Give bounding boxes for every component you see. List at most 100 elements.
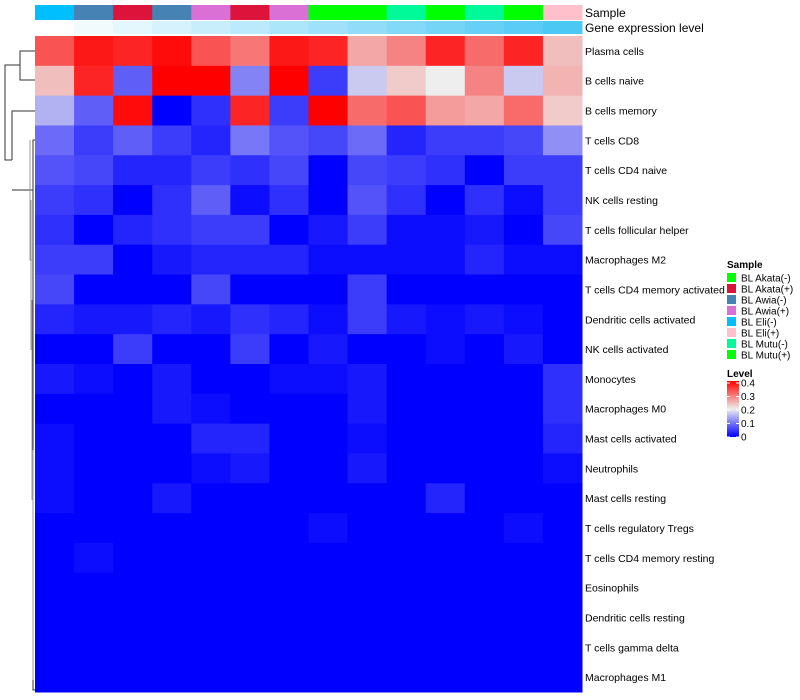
heatmap-cell — [308, 125, 349, 156]
heatmap-cell — [35, 602, 75, 633]
heatmap-cell — [74, 185, 114, 216]
heatmap-cell — [113, 453, 153, 484]
heatmap-cell — [464, 662, 505, 693]
heatmap-cell — [347, 185, 388, 216]
heatmap-cell — [308, 155, 349, 186]
heatmap-cell — [230, 125, 270, 156]
heatmap-cell — [503, 95, 544, 126]
heatmap-cell — [113, 632, 153, 663]
heatmap-cell — [269, 662, 309, 693]
heatmap-cell — [269, 274, 309, 305]
heatmap-cell — [191, 36, 231, 67]
heatmap-cell — [191, 274, 231, 305]
heatmap-cell — [425, 513, 466, 544]
heatmap-cell — [35, 662, 75, 693]
heatmap-cell — [35, 65, 75, 97]
heatmap-cell — [191, 572, 231, 604]
heatmap-cell — [113, 95, 153, 126]
row-label: T cells CD4 memory resting — [585, 553, 714, 565]
heatmap-cell — [308, 185, 349, 216]
heatmap-cell — [308, 453, 349, 484]
heatmap-cell — [191, 513, 231, 544]
heatmap-cell — [269, 572, 309, 604]
heatmap-cell — [191, 125, 231, 156]
heatmap-cell — [464, 36, 505, 67]
heatmap-cell — [425, 334, 466, 365]
heatmap-cell — [542, 214, 583, 246]
legend-label: BL Awia(-) — [741, 296, 787, 307]
legend-label: BL Awia(+) — [741, 307, 789, 318]
colorbar-tick-label: 0.3 — [741, 392, 755, 403]
heatmap-cell — [269, 632, 309, 663]
heatmap-cell — [464, 364, 505, 395]
heatmap-cell — [230, 483, 270, 514]
heatmap-cell — [74, 214, 114, 246]
row-label: T cells CD8 — [585, 135, 639, 147]
heatmap-cell — [308, 304, 349, 335]
heatmap-cell — [230, 65, 270, 97]
heatmap-cell — [35, 304, 75, 335]
heatmap-cell — [347, 662, 388, 693]
gene-level-annotation-cell — [152, 21, 192, 34]
gene-level-annotation-cell — [191, 21, 231, 34]
sample-annotation-cell — [152, 5, 192, 20]
heatmap-cell — [464, 542, 505, 574]
colorbar-tick-label: 0.4 — [741, 379, 755, 390]
heatmap-cell — [464, 155, 505, 186]
legend-swatch — [727, 295, 736, 304]
heatmap-cell — [386, 244, 427, 276]
gene-annotation-label: Gene expression level — [585, 21, 704, 35]
heatmap-cell — [152, 65, 192, 97]
heatmap-cell — [152, 393, 192, 425]
row-label: T cells CD4 memory activated — [585, 284, 725, 296]
heatmap-cell — [230, 662, 270, 693]
heatmap-cell — [35, 334, 75, 365]
heatmap-cell — [230, 304, 270, 335]
heatmap-cell — [386, 334, 427, 365]
heatmap-cell — [113, 572, 153, 604]
heatmap-cell — [503, 572, 544, 604]
heatmap-cell — [542, 334, 583, 365]
gene-level-annotation-cell — [503, 21, 544, 34]
legend-swatch — [727, 328, 736, 337]
heatmap-cell — [347, 95, 388, 126]
heatmap-cell — [425, 185, 466, 216]
heatmap-cell — [542, 542, 583, 574]
sample-annotation-cell — [464, 5, 505, 20]
heatmap-cell — [386, 572, 427, 604]
gene-level-annotation-cell — [542, 21, 583, 34]
heatmap-cell — [542, 65, 583, 97]
heatmap-cell — [386, 155, 427, 186]
heatmap-cell — [74, 423, 114, 454]
heatmap-cell — [542, 513, 583, 544]
heatmap-cell — [191, 155, 231, 186]
sample-annotation-cell — [230, 5, 270, 20]
heatmap-cell — [425, 95, 466, 126]
heatmap-cell — [230, 36, 270, 67]
heatmap-cell — [464, 334, 505, 365]
heatmap-cell — [347, 393, 388, 425]
heatmap-cell — [464, 393, 505, 425]
heatmap-cell — [152, 542, 192, 574]
heatmap-cell — [230, 155, 270, 186]
heatmap-cell — [74, 155, 114, 186]
heatmap-cell — [74, 483, 114, 514]
heatmap-cell — [464, 483, 505, 514]
legend: Sample BL Akata(-)BL Akata(+)BL Awia(-)B… — [727, 260, 793, 444]
heatmap-cell — [464, 274, 505, 305]
heatmap-cell — [269, 214, 309, 246]
heatmap-cell — [74, 513, 114, 544]
heatmap-cell — [230, 513, 270, 544]
sample-annotation-label: Sample — [585, 6, 626, 20]
row-label: Macrophages M1 — [585, 672, 666, 684]
heatmap-cell — [74, 542, 114, 574]
heatmap-cell — [35, 36, 75, 67]
heatmap-cell — [113, 65, 153, 97]
heatmap-cell — [113, 214, 153, 246]
heatmap-cell — [113, 393, 153, 425]
heatmap-cell — [191, 423, 231, 454]
heatmap-cell — [269, 95, 309, 126]
heatmap-cell — [386, 95, 427, 126]
heatmap-cell — [35, 513, 75, 544]
